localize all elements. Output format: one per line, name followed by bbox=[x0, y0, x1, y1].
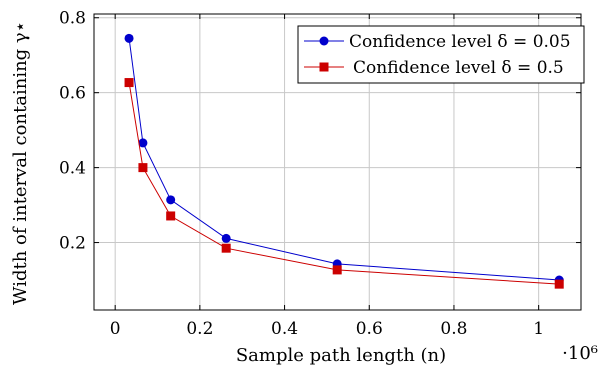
legend-label-1: Confidence level δ = 0.05 bbox=[349, 32, 571, 52]
legend-circle-marker bbox=[319, 36, 329, 46]
y-tick-label: 0.2 bbox=[59, 234, 86, 254]
data-point-square bbox=[138, 163, 148, 173]
x-tick-label: 0.4 bbox=[271, 319, 298, 339]
data-point-square bbox=[332, 265, 342, 275]
x-axis-title: Sample path length (n) bbox=[236, 345, 446, 366]
x-tick-label: 1 bbox=[533, 319, 544, 339]
data-point-circle bbox=[221, 233, 231, 243]
legend-entry-2: Confidence level δ = 0.5 bbox=[304, 58, 564, 78]
y-axis-title: Width of interval containing γ⋆ bbox=[10, 21, 31, 305]
x-axis-scale-label: ·10⁶ bbox=[562, 343, 598, 364]
legend-entry-1: Confidence level δ = 0.05 bbox=[304, 32, 571, 52]
data-point-square bbox=[166, 211, 176, 221]
series-line bbox=[128, 82, 560, 285]
data-point-square bbox=[554, 279, 564, 289]
plot-frame bbox=[93, 13, 582, 311]
axis-ticks: 0 0.2 0.4 0.6 0.8 1 0.2 0.4 0.6 0.8 bbox=[59, 9, 581, 339]
y-tick-label: 0.4 bbox=[59, 159, 86, 179]
data-point-square bbox=[124, 78, 134, 88]
x-tick-label: 0.8 bbox=[440, 319, 467, 339]
legend-square-marker bbox=[319, 62, 329, 72]
series-layer bbox=[124, 33, 564, 289]
y-tick-label: 0.6 bbox=[59, 84, 86, 104]
x-tick-label: 0.2 bbox=[186, 319, 213, 339]
x-tick-label: 0 bbox=[110, 319, 121, 339]
x-tick-label: 0.6 bbox=[356, 319, 383, 339]
series-2 bbox=[124, 78, 564, 289]
legend: Confidence level δ = 0.05 Confidence lev… bbox=[297, 25, 585, 84]
series-1 bbox=[124, 33, 564, 285]
data-point-circle bbox=[138, 138, 148, 148]
data-point-square bbox=[221, 243, 231, 253]
legend-box bbox=[297, 25, 585, 84]
legend-label-2: Confidence level δ = 0.5 bbox=[353, 58, 564, 78]
series-line bbox=[128, 38, 560, 281]
y-tick-label: 0.8 bbox=[59, 9, 86, 29]
data-point-circle bbox=[124, 33, 134, 43]
data-point-circle bbox=[166, 195, 176, 205]
